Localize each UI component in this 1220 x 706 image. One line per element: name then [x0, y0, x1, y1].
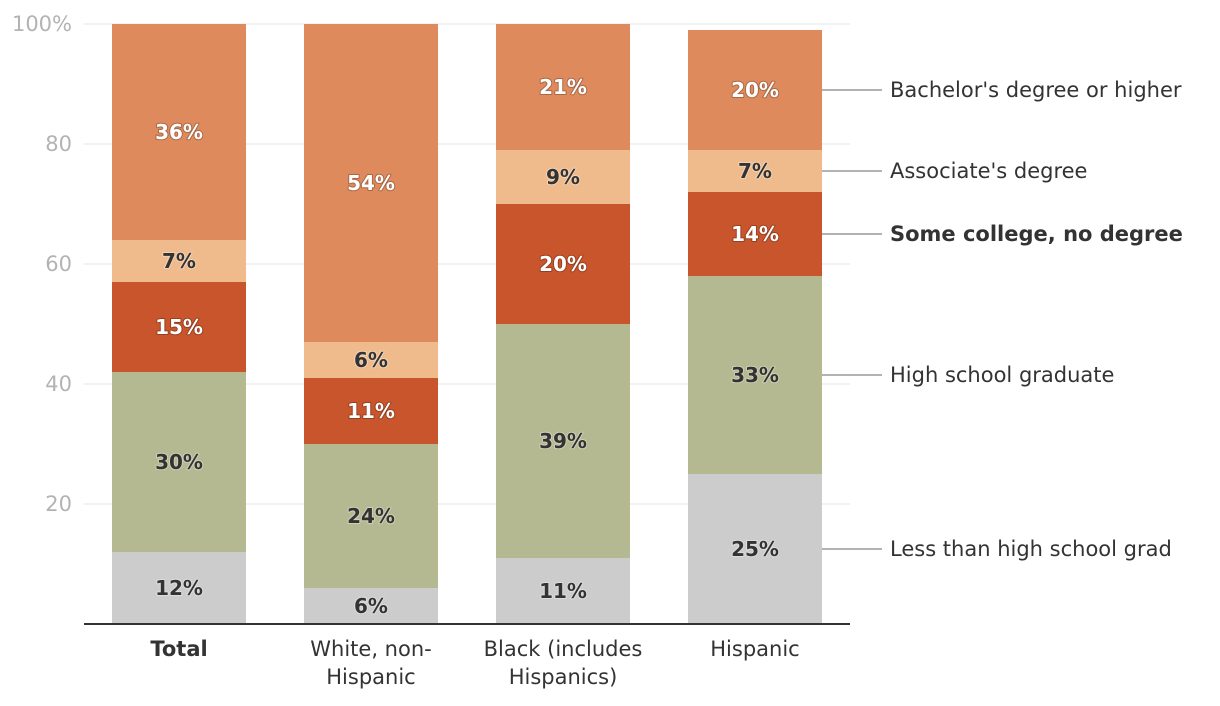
bar-white-non-hispanic-high-school-graduate — [304, 444, 438, 588]
legend-label-bachelor-s-degree-or-higher: Bachelor's degree or higher — [890, 78, 1182, 102]
y-tick-label-100: 100% — [12, 12, 72, 36]
y-tick-label-60: 60 — [45, 252, 72, 276]
bar-hispanic-associate-s-degree — [688, 150, 822, 192]
data-label-black-includes-hispanics-associate-s-degree: 9% — [546, 165, 580, 189]
legend-label-less-than-high-school-grad: Less than high school grad — [890, 537, 1172, 561]
x-category-label-total: Total — [150, 637, 207, 661]
bar-black-includes-hispanics-high-school-graduate — [496, 324, 630, 558]
data-label-hispanic-bachelor-s-degree-or-higher: 20% — [731, 78, 779, 102]
data-label-hispanic-associate-s-degree: 7% — [738, 159, 772, 183]
data-label-total-less-than-high-school-grad: 12% — [155, 576, 203, 600]
bar-hispanic-less-than-high-school-grad — [688, 474, 822, 624]
data-label-total-bachelor-s-degree-or-higher: 36% — [155, 120, 203, 144]
y-tick-label-20: 20 — [45, 492, 72, 516]
bar-white-non-hispanic-some-college-no-degree — [304, 378, 438, 444]
bar-hispanic-high-school-graduate — [688, 276, 822, 474]
bar-black-includes-hispanics-bachelor-s-degree-or-higher — [496, 24, 630, 150]
bar-hispanic-some-college-no-degree — [688, 192, 822, 276]
bar-total-less-than-high-school-grad — [112, 552, 246, 624]
bar-black-includes-hispanics-associate-s-degree — [496, 150, 630, 204]
bar-white-non-hispanic-less-than-high-school-grad — [304, 588, 438, 624]
axes: 20 40 60 80 100% Total White, non-Hispanic Blac… — [12, 12, 850, 689]
bar-hispanic-bachelor-s-degree-or-higher — [688, 30, 822, 150]
data-label-black-includes-hispanics-less-than-high-school-grad: 11% — [539, 579, 587, 603]
legend: Less than high school grad High school gr… — [822, 78, 1183, 561]
y-tick-label-40: 40 — [45, 372, 72, 396]
data-label-black-includes-hispanics-some-college-no-degree: 20% — [539, 252, 587, 276]
data-label-white-non-hispanic-bachelor-s-degree-or-higher: 54% — [347, 171, 395, 195]
data-label-white-non-hispanic-high-school-graduate: 24% — [347, 504, 395, 528]
bar-total-bachelor-s-degree-or-higher — [112, 24, 246, 240]
data-label-hispanic-some-college-no-degree: 14% — [731, 222, 779, 246]
bars — [112, 24, 822, 624]
bar-total-associate-s-degree — [112, 240, 246, 282]
bar-white-non-hispanic-associate-s-degree — [304, 342, 438, 378]
x-category-label-black-includes-hispanics: Black (includes Hispanics) — [484, 637, 643, 689]
data-label-black-includes-hispanics-bachelor-s-degree-or-higher: 21% — [539, 75, 587, 99]
data-label-hispanic-less-than-high-school-grad: 25% — [731, 537, 779, 561]
x-category-label-hispanic: Hispanic — [710, 637, 799, 661]
data-label-white-non-hispanic-less-than-high-school-grad: 6% — [354, 594, 388, 618]
data-label-total-associate-s-degree: 7% — [162, 249, 196, 273]
data-label-total-high-school-graduate: 30% — [155, 450, 203, 474]
bar-black-includes-hispanics-some-college-no-degree — [496, 204, 630, 324]
x-category-label-white-non-hispanic: White, non-Hispanic — [310, 637, 431, 689]
legend-label-associate-s-degree: Associate's degree — [890, 159, 1087, 183]
legend-label-some-college-no-degree: Some college, no degree — [890, 222, 1183, 246]
bar-total-high-school-graduate — [112, 372, 246, 552]
y-tick-label-80: 80 — [45, 132, 72, 156]
bar-white-non-hispanic-bachelor-s-degree-or-higher — [304, 24, 438, 342]
data-label-total-some-college-no-degree: 15% — [155, 315, 203, 339]
legend-label-high-school-graduate: High school graduate — [890, 363, 1114, 387]
data-label-white-non-hispanic-some-college-no-degree: 11% — [347, 399, 395, 423]
bar-total-some-college-no-degree — [112, 282, 246, 372]
data-label-black-includes-hispanics-high-school-graduate: 39% — [539, 429, 587, 453]
bar-black-includes-hispanics-less-than-high-school-grad — [496, 558, 630, 624]
data-label-hispanic-high-school-graduate: 33% — [731, 363, 779, 387]
data-labels: 12% 30% 15% 7% 36% 6% 24% 11% 6% 54% 11% 39% 20% 9% 21… — [154, 74, 780, 619]
data-label-white-non-hispanic-associate-s-degree: 6% — [354, 348, 388, 372]
